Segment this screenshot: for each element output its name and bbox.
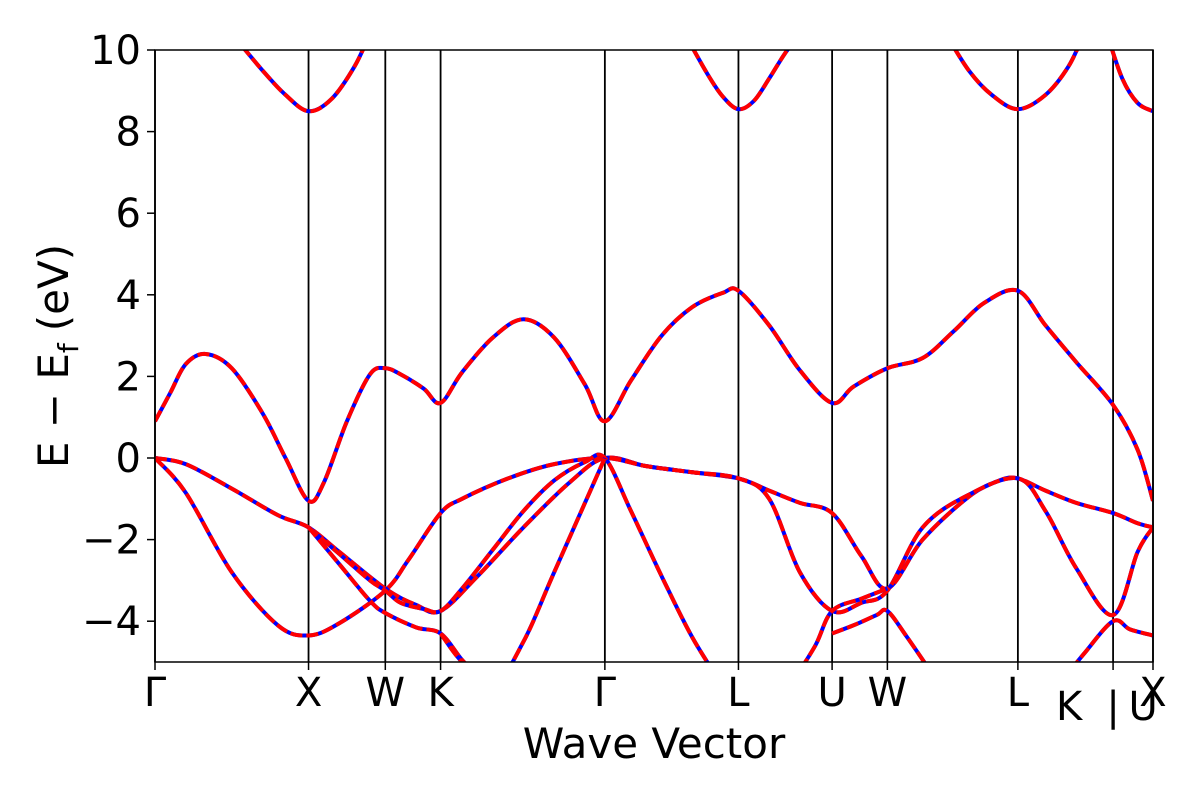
band-spin-down — [953, 50, 1080, 112]
plot-frame — [154, 49, 1154, 663]
band-spin-down — [242, 50, 365, 114]
y-tick-label: 4 — [116, 273, 141, 319]
y-axis-label-sub: f — [52, 342, 85, 353]
x-tick-label: | — [1106, 684, 1119, 730]
y-axis-label: E − Ef (eV) — [29, 244, 85, 468]
band-spin-down — [155, 455, 1153, 638]
y-tick-label: −2 — [82, 518, 141, 564]
band-spin-down — [307, 526, 467, 662]
band-spin-down — [1110, 50, 1153, 114]
x-tick-label: Γ — [144, 670, 167, 716]
x-tick-label: X — [295, 670, 322, 716]
x-tick-label: U — [1128, 684, 1157, 730]
x-tick-label: U — [817, 670, 846, 716]
x-tick-label: L — [727, 670, 750, 716]
y-tick-label: 2 — [116, 354, 141, 400]
x-axis-ticks: Γ X W K Γ L U W L K | UX — [144, 662, 1167, 730]
band-spin-down — [307, 452, 710, 662]
band-spin-down — [691, 50, 790, 112]
band-lines — [155, 50, 1153, 662]
band-spin-down — [155, 286, 1153, 504]
x-tick-label: Γ — [594, 670, 617, 716]
band-spin-down — [802, 586, 889, 662]
x-tick-label: W — [868, 670, 908, 716]
y-axis-ticks: −4 −2 0 2 4 6 8 10 — [82, 28, 155, 645]
x-tick-label: X — [1139, 670, 1166, 716]
y-tick-label: 6 — [116, 191, 141, 237]
y-tick-label: 8 — [116, 110, 141, 156]
band-spin-down — [831, 607, 927, 662]
band-spin-down — [1074, 618, 1153, 662]
x-tick-label: K — [1056, 684, 1084, 730]
x-tick-label: L — [1007, 670, 1030, 716]
y-tick-label: 10 — [90, 28, 141, 74]
x-axis-label: Wave Vector — [523, 719, 786, 768]
y-axis-label-main: E − E — [29, 353, 78, 468]
x-tick-label: K — [427, 670, 455, 716]
y-tick-label: 0 — [116, 436, 141, 482]
x-tick-label: W — [366, 670, 406, 716]
plot-background — [155, 50, 1153, 662]
y-tick-label: −4 — [82, 599, 141, 645]
y-axis-label-unit: (eV) — [29, 244, 78, 331]
